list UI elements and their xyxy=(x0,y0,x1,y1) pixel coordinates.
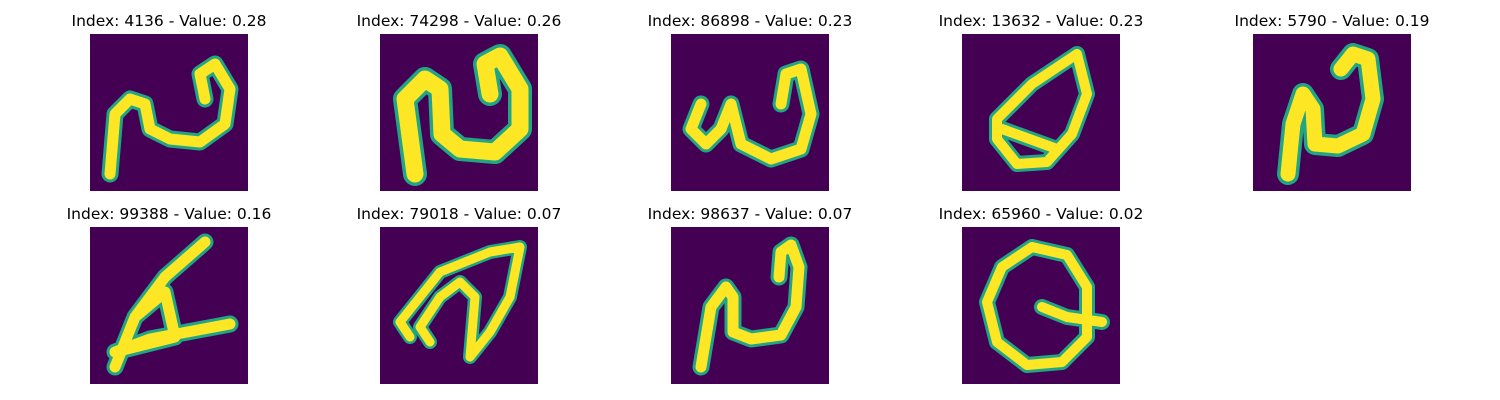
glyph-n-loop xyxy=(101,55,239,183)
glyph-w-shape xyxy=(682,60,820,168)
glyph-n-loop-bold xyxy=(393,44,532,186)
panel-title: Index: 74298 - Value: 0.26 xyxy=(356,12,562,30)
digit-image xyxy=(962,227,1120,384)
glyph-a-triangle xyxy=(106,233,239,376)
glyph-leaf-slash xyxy=(393,240,527,364)
panel-title: Index: 4136 - Value: 0.28 xyxy=(71,12,267,30)
panel-title: Index: 99388 - Value: 0.16 xyxy=(66,205,272,223)
digit-image xyxy=(90,34,248,191)
glyph-n-tall xyxy=(692,236,808,376)
panel-title: Index: 65960 - Value: 0.02 xyxy=(938,205,1144,223)
panel-title: Index: 5790 - Value: 0.19 xyxy=(1234,12,1430,30)
glyph-q-loop xyxy=(979,239,1110,373)
glyph-n-narrow xyxy=(1277,43,1384,185)
digit-image xyxy=(1253,34,1411,191)
digit-image xyxy=(380,227,538,384)
panel-title: Index: 13632 - Value: 0.23 xyxy=(938,12,1144,30)
digit-image xyxy=(671,227,829,384)
panel-title: Index: 98637 - Value: 0.07 xyxy=(647,205,853,223)
digit-image xyxy=(671,34,829,191)
digit-image xyxy=(90,227,248,384)
panel-title: Index: 86898 - Value: 0.23 xyxy=(647,12,853,30)
panel-title: Index: 79018 - Value: 0.07 xyxy=(356,205,562,223)
digit-image xyxy=(962,34,1120,191)
digit-image xyxy=(380,34,538,191)
glyph-leaf-loop xyxy=(989,46,1095,172)
